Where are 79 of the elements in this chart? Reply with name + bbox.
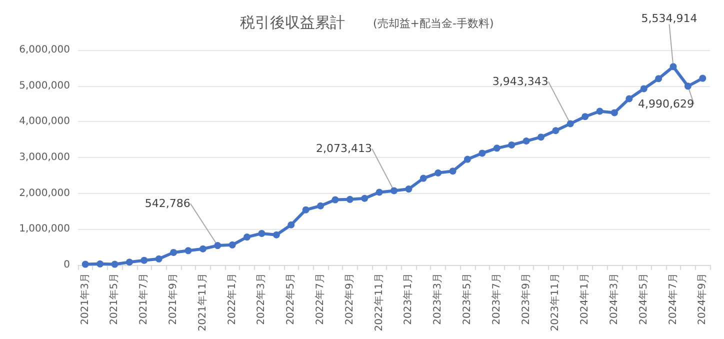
point: [420, 174, 427, 182]
point: [640, 85, 648, 92]
x-tick-label: 2021年11月: [196, 273, 208, 332]
point: [655, 75, 662, 82]
y-tick-label: 3,000,000: [19, 152, 70, 163]
x-tick-label: 2021年3月: [78, 273, 91, 325]
x-tick-label: 2021年7月: [138, 273, 150, 325]
x-tick-label: 2024年3月: [608, 273, 620, 325]
x-tick-label: 2022年9月: [343, 273, 356, 325]
x-tick-label: 2024年5月: [637, 273, 650, 325]
x-tick-label: 2022年3月: [255, 273, 268, 325]
x-tick-label: 2023年11月: [549, 273, 562, 332]
chart-title: 税引後収益累計: [240, 14, 345, 32]
point: [184, 247, 192, 254]
data-label: 5,534,914: [641, 12, 698, 26]
point: [552, 127, 560, 134]
data-label: 4,990,629: [638, 98, 694, 111]
point: [610, 109, 618, 116]
x-tick-label: 2023年3月: [432, 273, 444, 325]
x-tick-label: 2023年5月: [460, 273, 473, 325]
point: [96, 260, 104, 268]
point: [228, 241, 236, 248]
x-tick-label: 2023年9月: [520, 273, 532, 325]
point: [699, 74, 706, 82]
x-tick-label: 2022年7月: [314, 273, 326, 325]
data-label: 542,786: [144, 197, 190, 210]
point: [126, 258, 133, 266]
point: [302, 206, 310, 214]
point: [155, 255, 162, 262]
point: [272, 231, 280, 238]
x-tick-label: 2022年1月: [226, 273, 238, 325]
x-tick-label: 2024年1月: [578, 273, 591, 325]
point: [508, 141, 516, 148]
point: [522, 138, 530, 145]
point: [258, 230, 266, 237]
point: [626, 95, 633, 102]
y-tick-label: 4,000,000: [19, 116, 70, 128]
y-tick-label: 5,000,000: [19, 80, 70, 92]
y-tick-label: 1,000,000: [19, 224, 70, 235]
point: [684, 82, 692, 90]
y-tick-label: 0: [64, 260, 70, 270]
point: [244, 234, 251, 241]
data-label: 3,943,343: [492, 75, 548, 88]
point: [464, 156, 471, 163]
point: [670, 63, 677, 70]
point: [405, 186, 412, 193]
point: [170, 248, 178, 256]
point: [214, 242, 222, 250]
point: [493, 144, 500, 152]
point: [566, 120, 574, 128]
point: [582, 113, 589, 120]
point: [111, 260, 118, 268]
point: [346, 196, 354, 203]
point: [288, 221, 295, 228]
point: [82, 260, 89, 268]
x-tick-label: 2022年5月: [284, 273, 297, 325]
point: [596, 108, 604, 115]
point: [140, 256, 148, 264]
x-tick-label: 2021年5月: [108, 273, 120, 325]
x-tick-label: 2023年1月: [402, 273, 414, 325]
y-tick-label: 6,000,000: [19, 44, 70, 56]
point: [449, 168, 456, 175]
point: [390, 187, 398, 194]
x-tick-label: 2024年9月: [696, 273, 708, 325]
x-tick-label: 2021年9月: [167, 273, 180, 325]
x-tick-label: 2023年7月: [490, 273, 502, 325]
x-tick-label: 2024年7月: [666, 273, 679, 325]
point: [361, 194, 368, 202]
x-tick-label: 2022年11月: [372, 273, 385, 332]
point: [376, 188, 383, 196]
point: [434, 169, 442, 176]
point: [199, 245, 206, 252]
y-tick-label: 2,000,000: [19, 188, 70, 199]
point: [537, 134, 544, 141]
chart-subtitle: (売却益+配当金-手数料): [373, 17, 494, 30]
point: [317, 202, 324, 210]
point: [332, 196, 339, 204]
point: [478, 150, 486, 157]
data-label: 2,073,413: [316, 142, 372, 156]
